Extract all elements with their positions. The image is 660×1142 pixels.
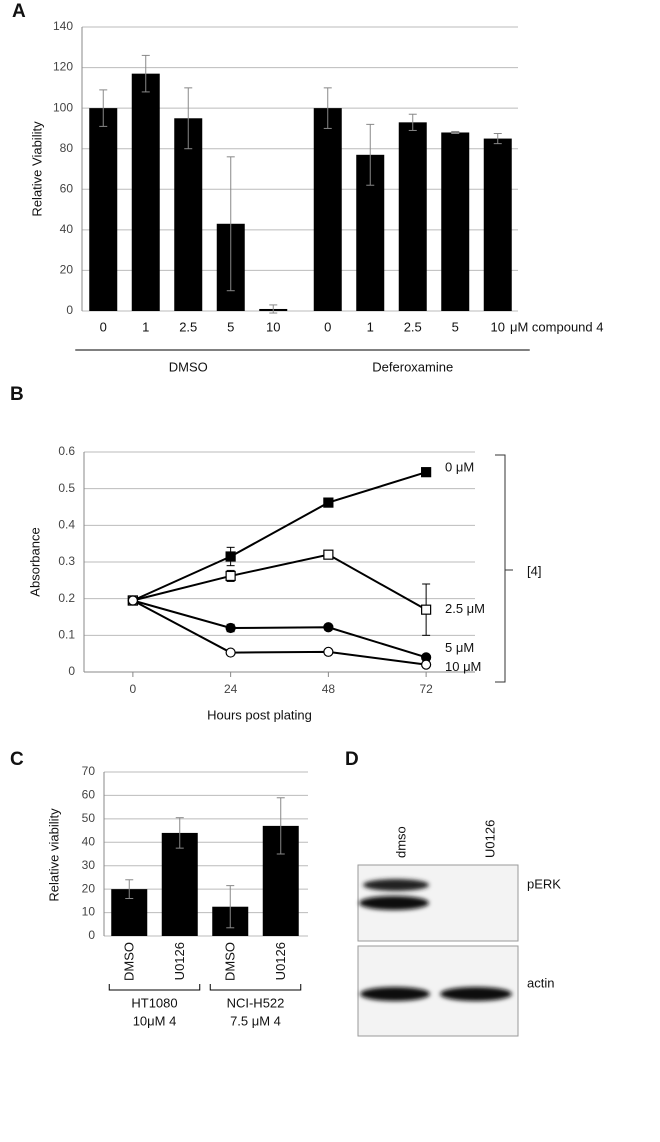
y-tick-label: 0.4 xyxy=(58,518,75,532)
blot-band xyxy=(440,987,512,1001)
y-tick-label: 0 xyxy=(68,664,75,678)
group-bracket xyxy=(108,984,201,991)
bar xyxy=(131,73,160,312)
x-tick-label: 0 xyxy=(324,319,331,334)
panel-label: A xyxy=(12,1,26,22)
group-label: 10μM 4 xyxy=(133,1013,177,1028)
blot: D dmso U0126 pERK actin xyxy=(345,749,561,1037)
y-tick-label: 30 xyxy=(82,858,96,872)
y-tick-label: 140 xyxy=(53,19,73,33)
marker xyxy=(421,467,432,478)
band-label: actin xyxy=(527,975,554,990)
x-tick-label: DMSO xyxy=(223,942,238,981)
bar xyxy=(313,108,342,312)
y-tick-label: 120 xyxy=(53,60,73,74)
group-label: DMSO xyxy=(169,359,208,374)
y-tick-label: 100 xyxy=(53,100,73,114)
bar xyxy=(398,122,427,311)
x-tick-label: 72 xyxy=(419,682,433,696)
x-tick-label: 2.5 xyxy=(404,319,422,334)
marker xyxy=(323,622,334,633)
bracket-label: [4] xyxy=(527,563,541,578)
x-tick-label: 5 xyxy=(227,319,234,334)
y-axis-label: Absorbance xyxy=(27,527,42,596)
bar xyxy=(174,118,203,312)
blot-band xyxy=(359,896,429,910)
marker xyxy=(127,595,138,606)
y-axis-label: Relative viability xyxy=(46,808,61,902)
marker xyxy=(421,659,432,670)
marker xyxy=(225,647,236,658)
group-label: Deferoxamine xyxy=(372,359,453,374)
group-label: NCI-H522 xyxy=(227,995,285,1010)
y-tick-label: 0 xyxy=(88,928,95,942)
y-tick-label: 0.3 xyxy=(58,554,75,568)
marker xyxy=(323,646,334,657)
series-label: 5 μM xyxy=(445,640,474,655)
series-line xyxy=(132,553,427,611)
y-tick-label: 0.2 xyxy=(58,591,75,605)
y-tick-label: 60 xyxy=(60,181,74,195)
lane-label: U0126 xyxy=(482,820,497,858)
y-tick-label: 0.1 xyxy=(58,628,75,642)
bar xyxy=(89,108,118,312)
y-axis-label: Relative Viability xyxy=(29,121,44,217)
x-tick-label: 1 xyxy=(367,319,374,334)
x-tick-label: 24 xyxy=(224,682,238,696)
y-tick-label: 70 xyxy=(82,764,96,778)
panel-label: B xyxy=(10,384,24,405)
y-tick-label: 60 xyxy=(82,788,96,802)
y-tick-label: 0.6 xyxy=(58,444,75,458)
series-label: 2.5 μM xyxy=(445,601,485,616)
x-tick-label: U0126 xyxy=(273,942,288,980)
series-label: 10 μM xyxy=(445,659,481,674)
y-tick-label: 0 xyxy=(66,303,73,317)
x-tick-label: 48 xyxy=(322,682,336,696)
group-label: 7.5 μM 4 xyxy=(230,1013,281,1028)
x-tick-label: 1 xyxy=(142,319,149,334)
series-line xyxy=(132,471,427,602)
marker xyxy=(225,622,236,634)
x-tick-label: U0126 xyxy=(172,942,187,980)
y-tick-label: 20 xyxy=(60,263,74,277)
group-bracket xyxy=(209,984,302,991)
x-tick-label: 10 xyxy=(491,319,505,334)
band-label: pERK xyxy=(527,876,561,891)
x-tick-label: 2.5 xyxy=(179,319,197,334)
y-tick-label: 40 xyxy=(60,222,74,236)
series-label: 0 μM xyxy=(445,460,474,475)
x-unit-label: μM compound 4 xyxy=(510,319,603,334)
marker xyxy=(225,551,236,562)
bar xyxy=(161,832,198,936)
marker xyxy=(323,497,334,508)
bar xyxy=(441,132,470,311)
blot-band xyxy=(360,987,430,1001)
x-tick-label: 5 xyxy=(452,319,459,334)
marker xyxy=(421,604,432,615)
y-tick-label: 0.5 xyxy=(58,481,75,495)
panel-label: D xyxy=(345,749,359,770)
series-line xyxy=(132,599,427,666)
y-tick-label: 20 xyxy=(82,881,96,895)
bar xyxy=(483,138,512,311)
panel-label: C xyxy=(10,749,24,770)
y-tick-label: 50 xyxy=(82,811,96,825)
group-label: HT1080 xyxy=(131,995,177,1010)
blot-band xyxy=(363,879,429,891)
x-tick-label: 0 xyxy=(100,319,107,334)
x-tick-label: 10 xyxy=(266,319,280,334)
x-tick-label: 0 xyxy=(130,682,137,696)
series-line xyxy=(132,599,427,659)
bracket xyxy=(495,454,513,683)
y-tick-label: 10 xyxy=(82,905,96,919)
marker xyxy=(323,549,334,560)
y-tick-label: 80 xyxy=(60,141,74,155)
marker xyxy=(225,570,236,582)
x-tick-label: DMSO xyxy=(122,942,137,981)
x-axis-label: Hours post plating xyxy=(207,707,312,722)
y-tick-label: 40 xyxy=(82,834,96,848)
lane-label: dmso xyxy=(393,826,408,858)
